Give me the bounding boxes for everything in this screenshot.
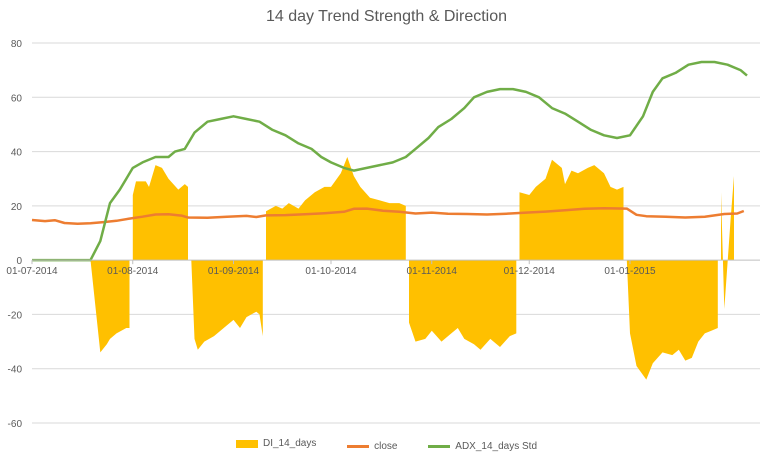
y-tick-label: 60	[11, 93, 23, 104]
y-tick-label: -20	[8, 310, 23, 321]
y-tick-label: -40	[8, 365, 23, 376]
area-di-14-days	[90, 157, 734, 380]
y-tick-label: 40	[11, 148, 23, 159]
y-tick-label: 80	[11, 39, 23, 50]
x-tick-label: 01-10-2014	[305, 266, 357, 277]
x-tick-label: 01-09-2014	[208, 266, 260, 277]
line-close	[31, 207, 745, 226]
legend-swatch-adx	[428, 444, 451, 448]
x-tick-label: 01-01-2015	[604, 266, 656, 277]
line-adx-14-days-std	[32, 60, 748, 262]
plot-series	[31, 60, 748, 380]
legend-item-close: close	[347, 440, 398, 452]
legend-swatch-di	[235, 439, 258, 448]
y-tick-label: 20	[11, 202, 23, 213]
legend-label-adx: ADX_14_days Std	[455, 440, 537, 452]
x-tick-label: 01-12-2014	[504, 266, 556, 277]
chart-title: 14 day Trend Strength & Direction	[265, 8, 508, 25]
legend-item-di: DI_14_days	[235, 438, 317, 449]
legend-label-close: close	[374, 440, 398, 452]
x-tick-label: 01-11-2014	[407, 266, 458, 277]
x-tick-label: 01-08-2014	[107, 266, 159, 277]
axes: 80 60 40 20 0 -20 -40 -60 01-07-2014 01-08-2014 01…	[6, 39, 760, 430]
legend-label-di: DI_14_days	[262, 438, 317, 449]
x-tick-label: 01-07-2014	[6, 266, 58, 277]
y-tick-label: -60	[8, 419, 23, 430]
legend-item-adx: ADX_14_days Std	[428, 441, 537, 452]
legend-swatch-close	[347, 444, 370, 448]
chart-legend: DI_14_days close ADX_14_days Std	[0, 438, 773, 452]
y-tick-label: 0	[16, 256, 22, 267]
